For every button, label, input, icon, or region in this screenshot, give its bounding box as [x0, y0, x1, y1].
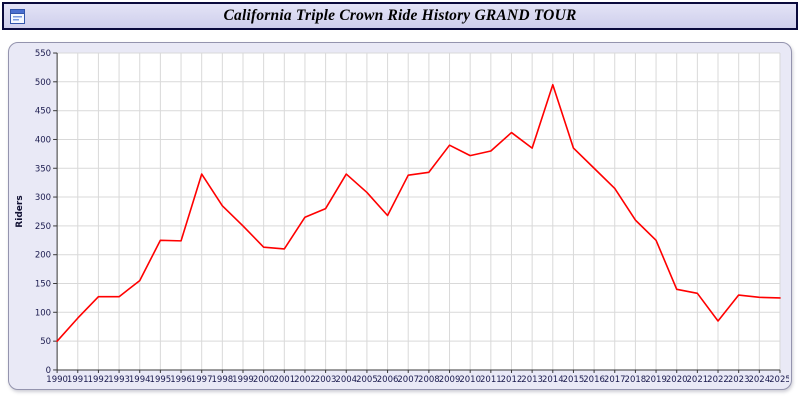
- svg-text:2024: 2024: [748, 375, 770, 385]
- svg-text:2006: 2006: [377, 375, 399, 385]
- svg-text:2009: 2009: [439, 375, 461, 385]
- svg-text:2002: 2002: [294, 375, 316, 385]
- svg-text:1994: 1994: [129, 375, 151, 385]
- svg-text:1998: 1998: [212, 375, 234, 385]
- svg-text:2019: 2019: [645, 375, 667, 385]
- svg-text:2014: 2014: [542, 375, 564, 385]
- svg-text:100: 100: [35, 308, 51, 318]
- svg-text:250: 250: [35, 222, 51, 232]
- svg-text:2000: 2000: [253, 375, 275, 385]
- ride-history-line-chart: 0501001502002503003504004505005501990199…: [15, 49, 789, 385]
- svg-text:2005: 2005: [356, 375, 378, 385]
- svg-text:2016: 2016: [583, 375, 605, 385]
- svg-text:150: 150: [35, 280, 51, 290]
- svg-text:1999: 1999: [232, 375, 254, 385]
- svg-text:2003: 2003: [315, 375, 337, 385]
- svg-text:2008: 2008: [418, 375, 440, 385]
- chart-panel: 0 50 100 150 200 250 300 350 400 450 500 550 1990 199…: [8, 42, 792, 390]
- svg-text:2007: 2007: [397, 375, 419, 385]
- page-title: California Triple Crown Ride History GRA…: [223, 7, 577, 24]
- svg-text:2001: 2001: [273, 375, 295, 385]
- svg-text:2011: 2011: [480, 375, 502, 385]
- svg-text:Riders: Riders: [15, 195, 25, 227]
- svg-text:50: 50: [40, 337, 51, 347]
- svg-text:0: 0: [46, 366, 51, 376]
- window-icon: [10, 9, 25, 24]
- svg-text:2020: 2020: [666, 375, 688, 385]
- svg-text:2004: 2004: [335, 375, 357, 385]
- svg-text:200: 200: [35, 251, 51, 261]
- svg-text:450: 450: [35, 107, 51, 117]
- svg-text:1993: 1993: [108, 375, 130, 385]
- svg-text:1991: 1991: [67, 375, 89, 385]
- svg-text:1995: 1995: [150, 375, 172, 385]
- svg-text:2012: 2012: [501, 375, 523, 385]
- svg-text:2013: 2013: [521, 375, 543, 385]
- svg-text:2017: 2017: [604, 375, 626, 385]
- svg-text:400: 400: [35, 135, 51, 145]
- title-bar: California Triple Crown Ride History GRA…: [2, 2, 798, 30]
- svg-text:2018: 2018: [625, 375, 647, 385]
- svg-text:1992: 1992: [88, 375, 110, 385]
- svg-text:2025: 2025: [769, 375, 789, 385]
- svg-text:1997: 1997: [191, 375, 213, 385]
- svg-text:550: 550: [35, 49, 51, 59]
- svg-text:500: 500: [35, 78, 51, 88]
- svg-text:2022: 2022: [707, 375, 729, 385]
- svg-text:1990: 1990: [46, 375, 68, 385]
- svg-text:2023: 2023: [728, 375, 750, 385]
- svg-text:2021: 2021: [687, 375, 709, 385]
- svg-text:2015: 2015: [563, 375, 585, 385]
- svg-text:300: 300: [35, 193, 51, 203]
- svg-text:1996: 1996: [170, 375, 192, 385]
- svg-text:350: 350: [35, 164, 51, 174]
- svg-text:2010: 2010: [459, 375, 481, 385]
